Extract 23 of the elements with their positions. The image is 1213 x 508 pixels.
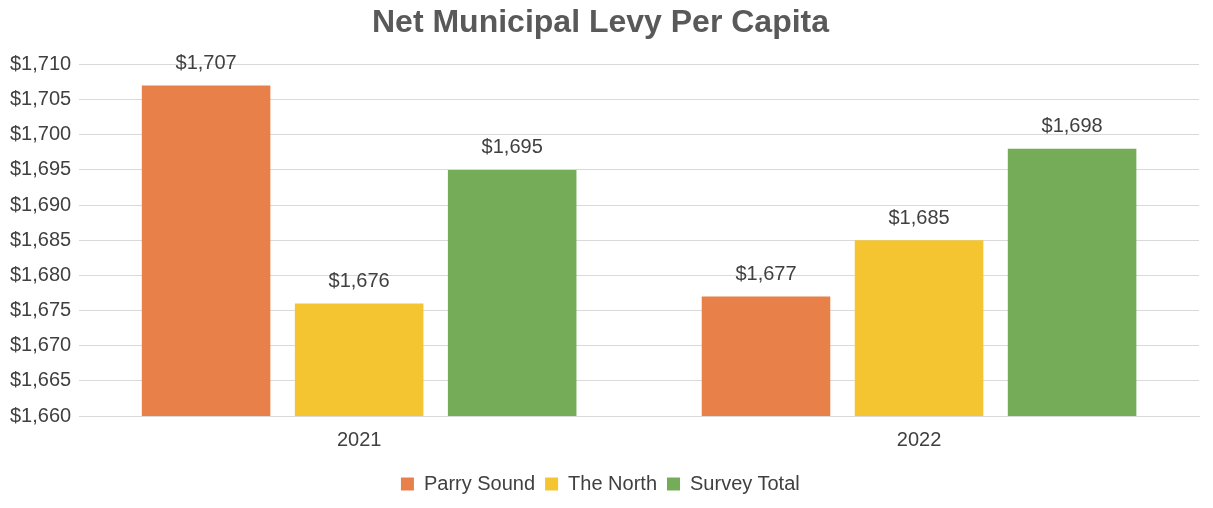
data-label: $1,677	[735, 261, 797, 284]
y-tick-label: $1,665	[10, 368, 72, 391]
y-tick-label: $1,670	[10, 333, 72, 356]
legend-label: The North	[568, 471, 658, 494]
data-label: $1,695	[481, 135, 543, 158]
y-tick-label: $1,705	[10, 87, 72, 110]
x-tick-label: 2021	[336, 427, 382, 450]
data-label: $1,707	[175, 51, 237, 74]
legend-label: Survey Total	[690, 471, 800, 494]
y-tick-label: $1,675	[10, 298, 72, 321]
y-tick-label: $1,660	[10, 403, 72, 426]
data-label: $1,685	[888, 205, 950, 228]
y-tick-label: $1,710	[10, 51, 72, 74]
y-tick-label: $1,685	[10, 227, 72, 250]
data-label: $1,676	[328, 269, 390, 291]
y-tick-label: $1,680	[10, 262, 72, 285]
y-tick-label: $1,700	[10, 122, 72, 145]
y-tick-label: $1,695	[10, 157, 72, 180]
data-label: $1,698	[1041, 114, 1103, 137]
y-tick-label: $1,690	[10, 192, 72, 215]
chart-title: Net Municipal Levy Per Capita	[371, 3, 830, 40]
x-tick-label: 2022	[896, 427, 942, 450]
legend-label: Parry Sound	[423, 471, 536, 494]
